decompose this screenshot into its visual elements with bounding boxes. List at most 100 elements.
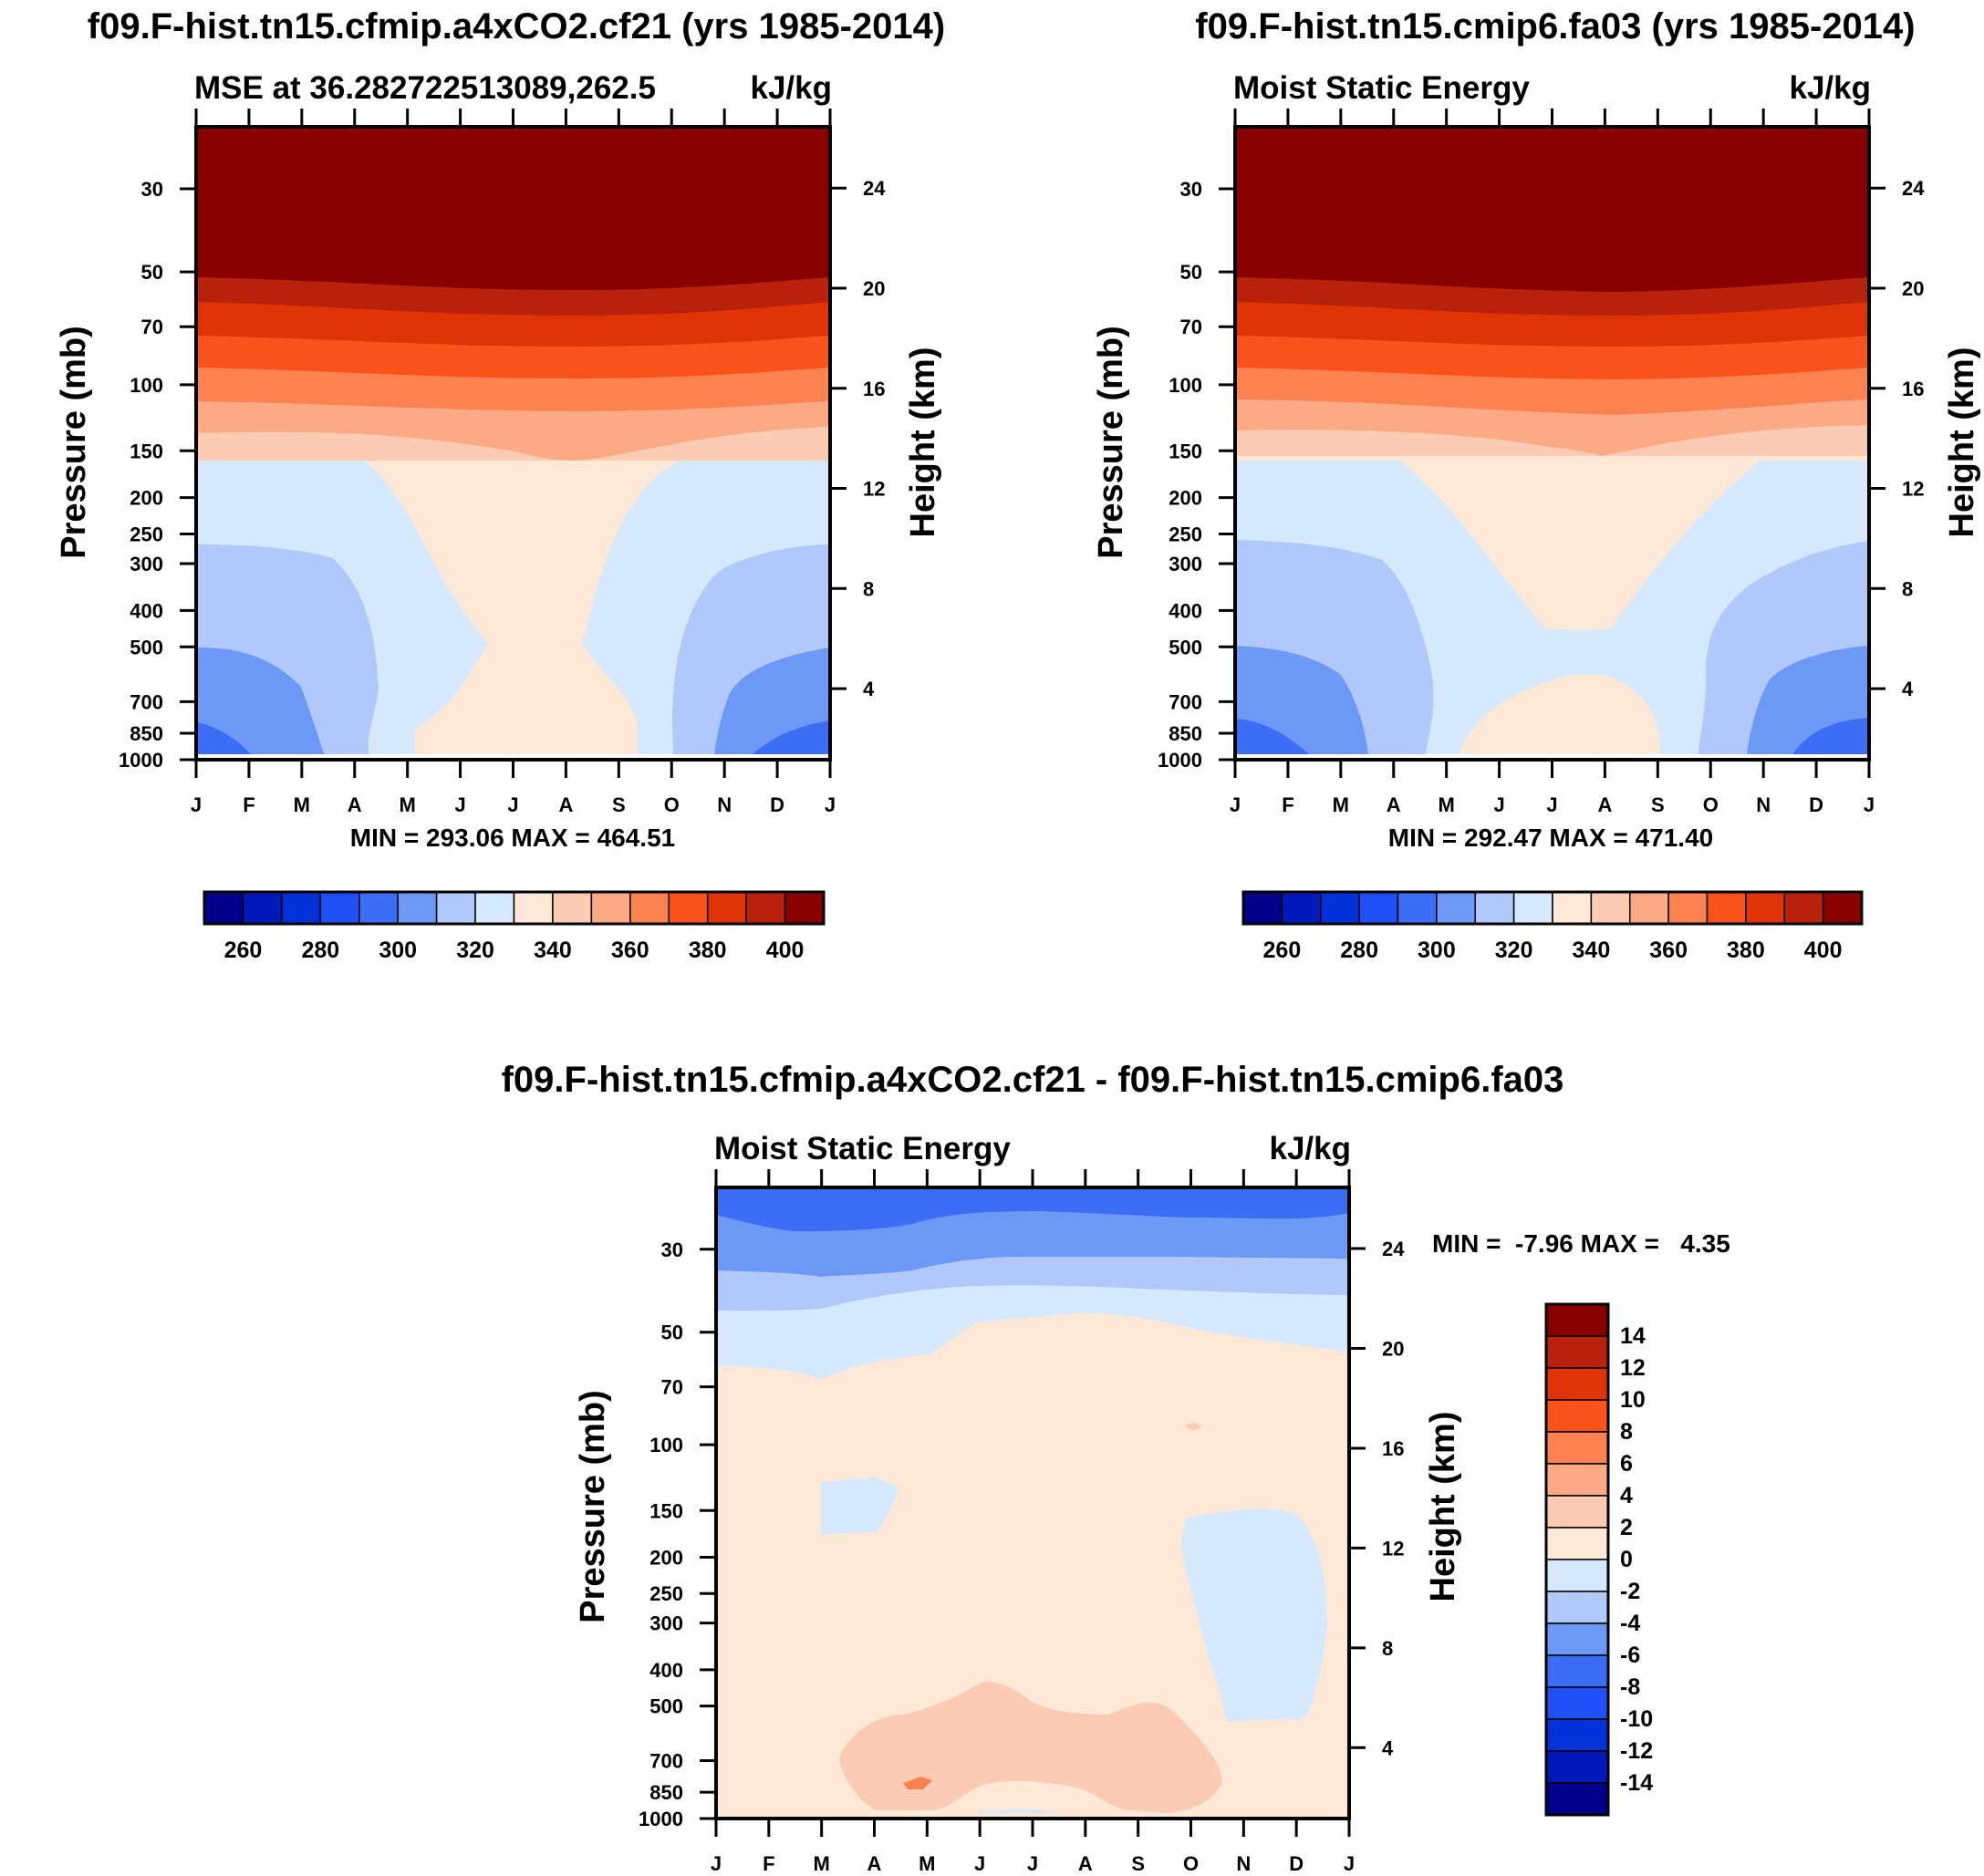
- y-right-tick-label: 24: [863, 177, 886, 200]
- x-tick-label: D: [770, 793, 784, 816]
- colorbar-label: 380: [689, 938, 727, 963]
- colorbar-swatch: [1545, 1367, 1609, 1401]
- colorbar-label: 12: [1620, 1355, 1646, 1381]
- y-tick-label: 70: [141, 316, 163, 338]
- x-tick-label: O: [1703, 793, 1719, 816]
- y-tick-label: 70: [1180, 316, 1202, 338]
- y-tick-label: 1000: [639, 1808, 683, 1830]
- colorbar-swatch: [474, 891, 515, 925]
- x-tick-label: J: [711, 1852, 722, 1875]
- colorbar-swatch: [1545, 1750, 1609, 1784]
- colorbar-label: -6: [1620, 1643, 1640, 1668]
- colorbar-label: 4: [1620, 1483, 1633, 1508]
- colorbar-label: -12: [1620, 1738, 1653, 1764]
- colorbar-label: 320: [456, 938, 494, 963]
- y-tick-label: 850: [649, 1781, 683, 1804]
- x-tick-label: M: [919, 1852, 935, 1875]
- x-tick-label: S: [1651, 793, 1665, 816]
- colorbar-label: 300: [1418, 938, 1456, 963]
- colorbar-label: 360: [1649, 938, 1688, 963]
- x-tick-label: M: [294, 793, 310, 816]
- colorbar-swatch: [1545, 1527, 1609, 1560]
- colorbar-swatch: [1545, 1399, 1609, 1433]
- colorbar-swatch: [552, 891, 593, 925]
- colorbar-swatch: [590, 891, 631, 925]
- y-tick-label: 30: [661, 1239, 683, 1261]
- panel-b-ylabel: Pressure (mb): [1092, 326, 1130, 559]
- y-right-tick-label: 16: [1382, 1437, 1404, 1460]
- x-tick-label: M: [814, 1852, 830, 1875]
- colorbar-swatch: [281, 891, 322, 925]
- colorbar-swatch: [513, 891, 554, 925]
- panel-b-title: f09.F-hist.tn15.cmip6.fa03 (yrs 1985-201…: [1195, 6, 1915, 47]
- colorbar-label: 14: [1620, 1323, 1646, 1349]
- x-tick-label: F: [763, 1852, 774, 1875]
- colorbar-swatch: [1242, 891, 1283, 925]
- y-tick-label: 250: [1169, 523, 1202, 546]
- colorbar-swatch: [1474, 891, 1515, 925]
- y-right-tick-label: 20: [1902, 277, 1924, 300]
- panel-c-colorbar: 14 12 10 8 6 4 2 0 -2 -4 -6 -8 -10 -12 -14: [1544, 1302, 1653, 1817]
- x-tick-label: A: [348, 793, 362, 816]
- panel-a-title: f09.F-hist.tn15.cfmip.a4xCO2.cf21 (yrs 1…: [88, 6, 945, 47]
- y-right-tick-label: 20: [863, 277, 885, 300]
- panel-c-ylabel: Pressure (mb): [574, 1390, 612, 1623]
- colorbar-swatch: [1281, 891, 1322, 925]
- zone-fill: [903, 1777, 932, 1789]
- y-tick-label: 30: [141, 178, 163, 201]
- y-tick-label: 850: [130, 722, 163, 745]
- zone-fill: [971, 1809, 1063, 1813]
- colorbar-swatch: [1545, 1718, 1609, 1752]
- y-tick-label: 500: [130, 636, 163, 658]
- x-tick-label: N: [1756, 793, 1771, 816]
- y-tick-label: 700: [1169, 690, 1202, 713]
- colorbar-swatch: [668, 891, 709, 925]
- x-tick-label: J: [1546, 793, 1557, 816]
- colorbar-swatch: [1822, 891, 1863, 925]
- colorbar-swatch: [1320, 891, 1360, 925]
- x-tick-label: S: [1131, 1852, 1145, 1875]
- x-tick-label: M: [400, 793, 416, 816]
- colorbar-swatch: [1545, 1303, 1609, 1337]
- x-tick-label: F: [243, 793, 254, 816]
- zone-fill: [1235, 719, 1309, 754]
- colorbar-label: 260: [224, 938, 263, 963]
- panel-a-ylabel: Pressure (mb): [55, 326, 93, 559]
- x-tick-label: J: [825, 793, 836, 816]
- colorbar-label: 400: [766, 938, 805, 963]
- x-tick-label: A: [558, 793, 573, 816]
- x-tick-label: J: [454, 793, 465, 816]
- colorbar-swatch: [1783, 891, 1824, 925]
- y-tick-label: 70: [661, 1376, 683, 1399]
- y-tick-label: 200: [649, 1546, 683, 1569]
- x-tick-label: J: [507, 793, 518, 816]
- x-tick-label: J: [974, 1852, 985, 1875]
- colorbar-label: 280: [301, 938, 339, 963]
- colorbar-label: 2: [1620, 1515, 1633, 1540]
- colorbar-swatch: [706, 891, 747, 925]
- panel-a-ylabel-right: Height (km): [904, 347, 942, 538]
- x-tick-label: A: [1597, 793, 1612, 816]
- colorbar-label: 340: [534, 938, 572, 963]
- colorbar-swatch: [745, 891, 786, 925]
- y-tick-label: 700: [130, 690, 163, 713]
- y-tick-label: 400: [1169, 599, 1202, 622]
- colorbar-swatch: [1358, 891, 1399, 925]
- y-right-tick-label: 24: [1902, 177, 1925, 200]
- panel-b-contour-fill: [1235, 127, 1869, 754]
- y-tick-label: 500: [1169, 636, 1202, 658]
- colorbar-label: 8: [1620, 1419, 1633, 1445]
- y-right-tick-label: 4: [1382, 1736, 1394, 1759]
- zone-fill: [753, 720, 830, 754]
- panel-a-axes: J F M A M J J A S O N D J 30 50 70 100 150 200 250 300 400 500…: [119, 109, 886, 816]
- colorbar-swatch: [1590, 891, 1631, 925]
- x-tick-label: A: [1078, 1852, 1093, 1875]
- panel-b-colorbar: 260 280 300 320 340 360 380 400: [1241, 890, 1864, 963]
- y-tick-label: 100: [649, 1434, 683, 1456]
- y-right-tick-label: 8: [1902, 577, 1913, 600]
- y-tick-label: 100: [130, 374, 163, 397]
- colorbar-swatch: [397, 891, 438, 925]
- panel-a-subtitle-left: MSE at 36.282722513089,262.5: [194, 70, 656, 106]
- colorbar-swatch: [1667, 891, 1709, 925]
